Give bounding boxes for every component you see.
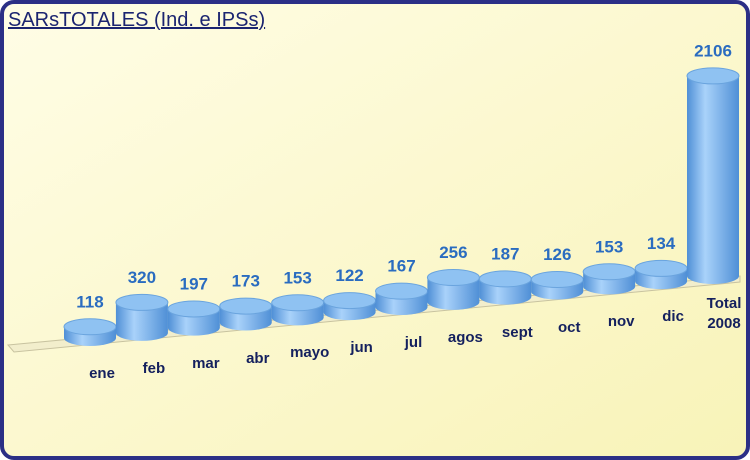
bar-top <box>323 292 377 310</box>
bar-top <box>167 300 221 318</box>
x-tick-label: abr <box>246 349 270 367</box>
bar-top <box>582 263 636 281</box>
value-label: 197 <box>180 274 208 293</box>
x-tick-label: agos <box>447 328 483 346</box>
value-label: 2106 <box>694 41 732 60</box>
x-tick-label: Total 2008 <box>706 295 742 332</box>
bar-top <box>271 294 325 312</box>
value-label: 320 <box>128 268 156 287</box>
bar <box>115 302 168 341</box>
value-label: 256 <box>439 243 467 262</box>
x-tick-label: dic <box>662 308 684 326</box>
x-tick-label: jun <box>350 339 373 357</box>
x-tick-label: jul <box>404 334 423 351</box>
value-label: 173 <box>232 272 260 291</box>
x-tick-label: nov <box>607 313 635 331</box>
value-label: 122 <box>335 266 363 285</box>
bar-top <box>426 269 480 287</box>
bar <box>427 277 480 310</box>
bar-top <box>63 318 117 336</box>
x-tick-label: sept <box>501 323 533 341</box>
x-tick-label: feb <box>142 359 166 377</box>
value-label: 118 <box>76 292 103 311</box>
bar-top <box>478 270 532 288</box>
bar-top <box>530 271 584 289</box>
bar-top <box>686 67 740 85</box>
bar-top <box>375 282 428 300</box>
bar-top <box>115 293 169 311</box>
value-label: 153 <box>283 268 311 287</box>
value-label: 187 <box>491 244 519 263</box>
x-tick-label: mayo <box>290 344 330 362</box>
x-tick-label: oct <box>558 318 581 336</box>
value-label: 126 <box>543 245 571 264</box>
x-tick-label: mar <box>192 354 220 372</box>
bar-top <box>634 259 688 277</box>
bar-top <box>219 297 273 315</box>
bar <box>687 75 739 285</box>
value-label: 134 <box>647 234 676 253</box>
value-label: 153 <box>595 237 623 256</box>
x-tick-label: ene <box>89 365 115 382</box>
chart-title: SARsTOTALES (Ind. e IPSs) <box>8 9 265 31</box>
value-label: 167 <box>387 257 415 276</box>
